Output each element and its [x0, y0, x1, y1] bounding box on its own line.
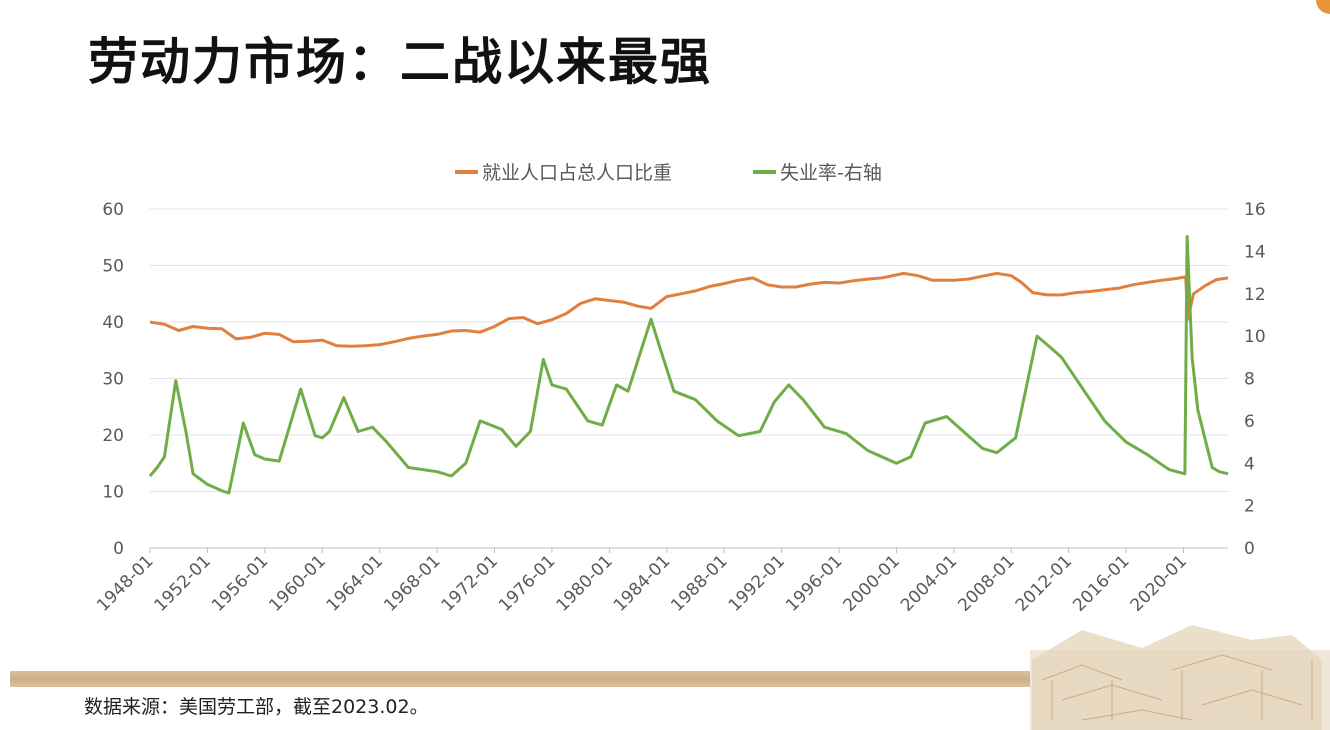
line-chart: 0 10 20 30 40 50 60 0 2 4 6 8 10 12 14 16 1948-011952-…	[93, 162, 1266, 616]
x-tick-label: 1948-01	[93, 551, 157, 615]
right-tick-label: 6	[1244, 412, 1255, 432]
legend: 就业人口占总人口比重 失业率-右轴	[455, 162, 882, 184]
right-tick-label: 4	[1244, 454, 1255, 474]
right-tick-label: 16	[1244, 200, 1266, 220]
right-tick-label: 8	[1244, 370, 1255, 390]
x-tick-label: 1980-01	[553, 551, 617, 615]
x-tick-label: 2008-01	[954, 551, 1018, 615]
left-axis-ticks: 0 10 20 30 40 50 60	[102, 200, 124, 559]
x-tick-label: 1968-01	[380, 551, 444, 615]
page-title: 劳动力市场：二战以来最强	[88, 33, 712, 91]
x-tick-label: 1952-01	[151, 551, 215, 615]
right-tick-label: 14	[1244, 242, 1266, 262]
x-tick-label: 1960-01	[265, 551, 329, 615]
x-tick-label: 1992-01	[725, 551, 789, 615]
x-tick-label: 1988-01	[667, 551, 731, 615]
left-tick-label: 10	[102, 483, 124, 503]
x-tick-label: 1996-01	[782, 551, 846, 615]
x-tick-label: 2020-01	[1127, 551, 1191, 615]
left-tick-label: 30	[102, 370, 124, 390]
legend-label-unemployment: 失业率-右轴	[780, 162, 882, 184]
x-tick-label: 1964-01	[323, 551, 387, 615]
right-tick-label: 2	[1244, 497, 1255, 517]
legend-label-employment: 就业人口占总人口比重	[482, 162, 672, 184]
x-axis-ticks: 1948-011952-011956-011960-011964-011968-…	[93, 548, 1191, 616]
x-tick-label: 1972-01	[438, 551, 502, 615]
footer-band	[10, 671, 1330, 687]
x-tick-label: 2012-01	[1012, 551, 1076, 615]
x-tick-label: 1956-01	[208, 551, 272, 615]
source-note: 数据来源：美国劳工部，截至2023.02。	[84, 696, 429, 718]
x-tick-label: 2004-01	[897, 551, 961, 615]
left-tick-label: 40	[102, 313, 124, 333]
x-tick-label: 1984-01	[610, 551, 674, 615]
series-lines	[148, 235, 1229, 495]
right-tick-label: 0	[1244, 539, 1255, 559]
unemployment-rate-line	[148, 235, 1229, 495]
x-tick-label: 2000-01	[840, 551, 904, 615]
x-tick-label: 1976-01	[495, 551, 559, 615]
left-tick-label: 60	[102, 200, 124, 220]
left-tick-label: 20	[102, 426, 124, 446]
right-tick-label: 10	[1244, 327, 1266, 347]
gridlines	[150, 208, 1228, 492]
architecture-illustration	[1030, 625, 1330, 730]
left-tick-label: 0	[113, 539, 124, 559]
right-axis-ticks: 0 2 4 6 8 10 12 14 16	[1244, 200, 1266, 559]
left-tick-label: 50	[102, 257, 124, 277]
x-tick-label: 2016-01	[1069, 551, 1133, 615]
right-tick-label: 12	[1244, 285, 1266, 305]
employment-ratio-line	[149, 271, 1229, 348]
